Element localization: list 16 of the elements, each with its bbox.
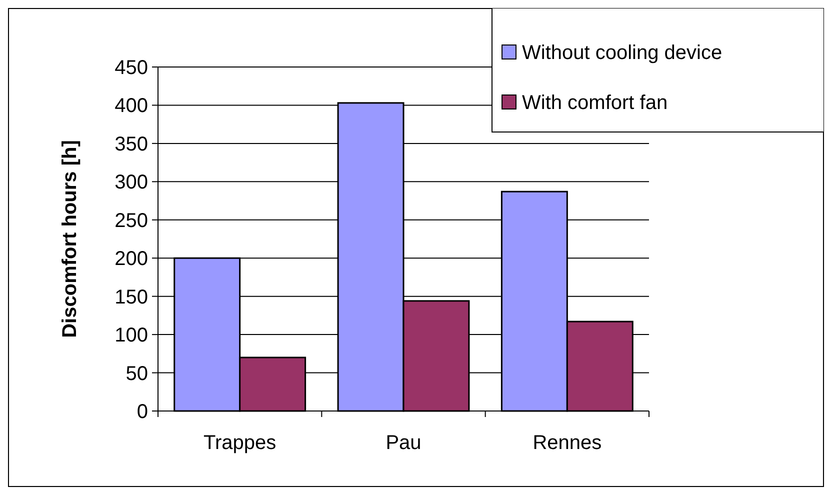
y-axis-title: Discomfort hours [h] [59,140,81,338]
y-tick-label: 50 [126,362,148,385]
y-tick-label: 300 [114,172,148,194]
y-tick-label: 100 [114,324,148,347]
y-tick-label: 0 [136,401,148,423]
y-tick-label: 400 [114,95,148,118]
y-tick-label: 350 [114,133,148,156]
y-tick-label: 150 [114,286,148,308]
y-tick-label: 450 [114,57,148,79]
x-tick-label: Rennes [532,432,602,454]
legend-label: Without cooling device [522,42,722,64]
y-tick-label: 250 [114,210,148,232]
y-tick-label: 200 [114,248,148,270]
legend-label: With comfort fan [522,92,668,114]
x-tick-label: Trappes [204,432,276,454]
x-tick-label: Pau [386,432,422,454]
